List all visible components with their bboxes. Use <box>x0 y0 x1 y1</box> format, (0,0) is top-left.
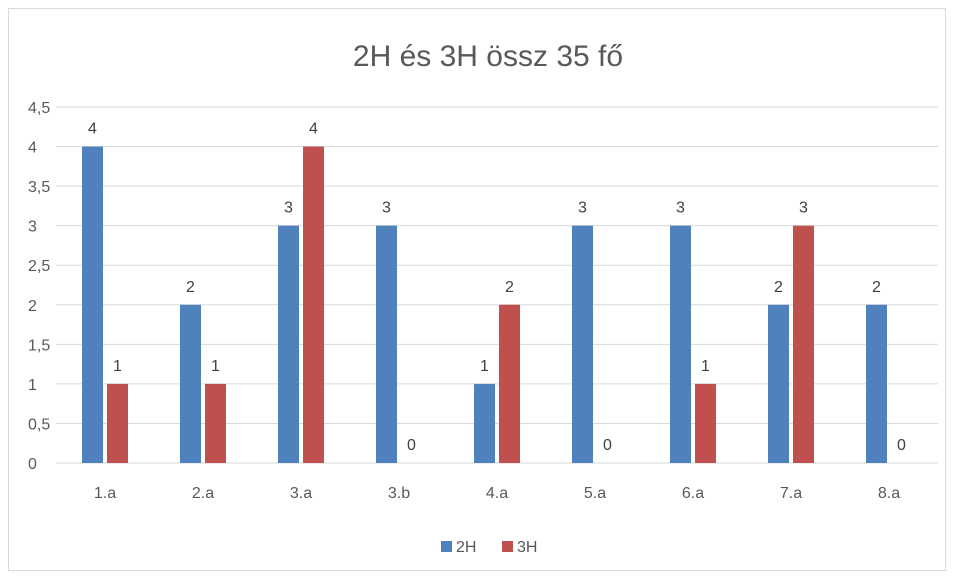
legend-label: 3H <box>517 539 537 556</box>
x-tick-label: 1.a <box>94 485 116 502</box>
data-label: 2 <box>505 279 514 296</box>
data-label: 2 <box>872 279 881 296</box>
x-tick-label: 6.a <box>682 485 704 502</box>
x-tick-label: 7.a <box>780 485 802 502</box>
data-label: 0 <box>897 437 906 454</box>
bar-2h-3b <box>376 225 397 463</box>
data-label: 3 <box>382 200 391 217</box>
bar-3h-6a <box>695 383 716 463</box>
data-labels: 4 1 2 1 3 4 3 0 1 2 3 0 3 1 2 3 2 0 <box>88 121 906 454</box>
bar-2h-4a <box>474 383 495 463</box>
y-tick-label: 4,5 <box>28 100 50 117</box>
data-label: 2 <box>774 279 783 296</box>
data-label: 3 <box>799 200 808 217</box>
y-tick-label: 2,5 <box>28 258 50 275</box>
y-tick-label: 0 <box>28 456 37 473</box>
bar-3h-7a <box>793 225 814 463</box>
legend-swatch <box>502 541 513 552</box>
x-tick-label: 5.a <box>584 485 606 502</box>
data-label: 0 <box>407 437 416 454</box>
y-tick-label: 1,5 <box>28 337 50 354</box>
y-axis-ticks: 0 0,5 1 1,5 2 2,5 3 3,5 4 4,5 <box>28 100 50 473</box>
bar-3h-2a <box>205 383 226 463</box>
bar-2h-1a <box>82 146 103 464</box>
y-tick-label: 3,5 <box>28 179 50 196</box>
data-label: 3 <box>284 200 293 217</box>
y-tick-label: 2 <box>28 298 37 315</box>
legend-swatch <box>441 541 452 552</box>
data-label: 1 <box>480 358 489 375</box>
y-tick-label: 1 <box>28 377 37 394</box>
x-tick-label: 2.a <box>192 485 214 502</box>
bar-2h-8a <box>866 304 887 463</box>
data-label: 4 <box>309 121 318 138</box>
bar-3h-3a <box>303 146 324 464</box>
legend-label: 2H <box>456 539 476 556</box>
bar-2h-2a <box>180 304 201 463</box>
x-tick-label: 3.a <box>290 485 312 502</box>
data-label: 3 <box>578 200 587 217</box>
chart-title: 2H és 3H össz 35 fő <box>353 40 623 73</box>
x-tick-label: 8.a <box>878 485 900 502</box>
data-label: 1 <box>211 358 220 375</box>
y-tick-label: 4 <box>28 140 37 157</box>
y-tick-label: 0,5 <box>28 416 50 433</box>
data-label: 3 <box>676 200 685 217</box>
bar-2h-6a <box>670 225 691 463</box>
gridlines <box>56 106 938 464</box>
data-label: 4 <box>88 121 97 138</box>
data-label: 1 <box>701 358 710 375</box>
y-tick-label: 3 <box>28 219 37 236</box>
data-label: 0 <box>603 437 612 454</box>
data-label: 2 <box>186 279 195 296</box>
bar-2h-3a <box>278 225 299 463</box>
x-tick-label: 3.b <box>388 485 410 502</box>
bar-2h-5a <box>572 225 593 463</box>
x-tick-label: 4.a <box>486 485 508 502</box>
bar-2h-7a <box>768 304 789 463</box>
chart-frame <box>8 8 946 571</box>
bar-3h-4a <box>499 304 520 463</box>
x-axis-ticks: 1.a 2.a 3.a 3.b 4.a 5.a 6.a 7.a 8.a <box>94 485 900 502</box>
legend: 2H 3H <box>441 539 537 556</box>
bar-3h-1a <box>107 383 128 463</box>
data-label: 1 <box>113 358 122 375</box>
bars <box>82 146 887 464</box>
